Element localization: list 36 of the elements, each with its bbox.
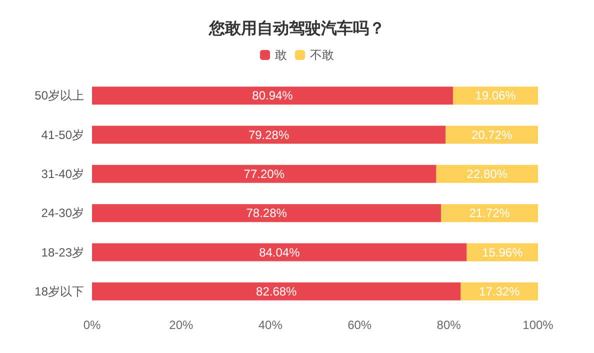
data-label: 80.94% (252, 88, 294, 103)
x-tick-label: 80% (436, 318, 462, 332)
chart-title: 您敢用自动驾驶汽车吗？ (208, 20, 385, 38)
y-tick-label: 24-30岁 (41, 206, 84, 220)
data-label: 22.80% (466, 166, 508, 181)
y-tick-label: 50岁以上 (34, 88, 84, 103)
y-tick-label: 18岁以下 (34, 284, 84, 298)
legend-label: 敢 (275, 48, 287, 62)
data-label: 78.28% (246, 206, 288, 220)
y-tick-label: 18-23岁 (41, 245, 84, 260)
data-label: 21.72% (469, 206, 510, 220)
bar (92, 164, 436, 183)
data-label: 15.96% (482, 245, 524, 260)
bar (446, 126, 538, 144)
bar (441, 204, 538, 222)
legend-label: 不敢 (310, 48, 334, 62)
y-tick-label: 31-40岁 (41, 166, 84, 181)
bar (92, 282, 461, 300)
bar (92, 204, 442, 222)
bar (436, 164, 538, 183)
data-label: 17.32% (479, 284, 520, 298)
data-label: 20.72% (471, 128, 512, 142)
bar (92, 126, 446, 144)
bar (92, 243, 467, 262)
data-label: 82.68% (256, 284, 298, 298)
data-label: 79.28% (248, 128, 290, 142)
x-tick-label: 0% (83, 318, 101, 332)
x-tick-label: 100% (522, 318, 554, 332)
x-tick-label: 40% (258, 318, 283, 332)
y-tick-label: 41-50岁 (41, 128, 84, 142)
data-label: 77.20% (244, 166, 285, 181)
data-label: 84.04% (259, 245, 300, 260)
bar (92, 86, 453, 105)
x-tick-label: 60% (348, 318, 372, 332)
data-label: 19.06% (475, 88, 516, 103)
x-tick-label: 20% (169, 318, 194, 332)
